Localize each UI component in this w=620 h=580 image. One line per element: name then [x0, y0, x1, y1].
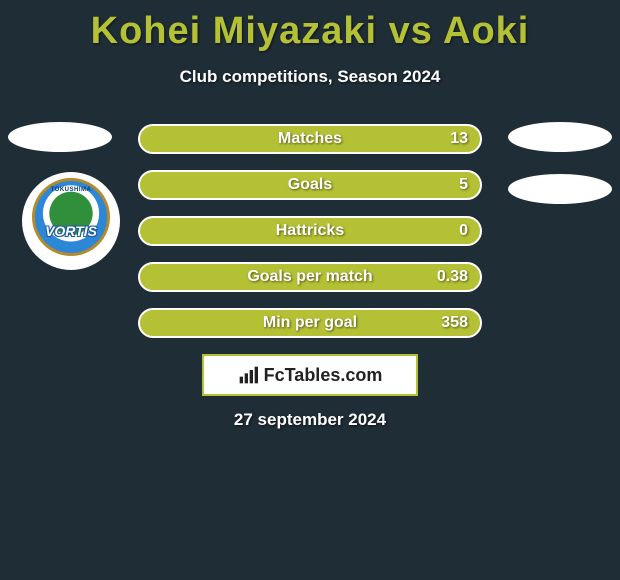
- stat-label: Hattricks: [140, 218, 480, 244]
- stat-label: Goals: [140, 172, 480, 198]
- stat-value: 0: [459, 218, 468, 244]
- stat-row-hattricks: Hattricks 0: [138, 216, 482, 246]
- club-badge-word: VORTIS: [35, 223, 107, 239]
- stat-value: 0.38: [437, 264, 468, 290]
- left-player-avatar: [8, 122, 112, 152]
- stats-bars: Matches 13 Goals 5 Hattricks 0 Goals per…: [138, 124, 482, 354]
- stat-row-min-per-goal: Min per goal 358: [138, 308, 482, 338]
- right-player-avatar: [508, 122, 612, 152]
- stats-card: Kohei Miyazaki vs Aoki Club competitions…: [0, 0, 620, 580]
- stat-label: Matches: [140, 126, 480, 152]
- right-club-badge-placeholder: [508, 174, 612, 204]
- stat-value: 13: [450, 126, 468, 152]
- branding-text: FcTables.com: [264, 365, 383, 386]
- left-club-badge: TOKUSHIMA VORTIS: [22, 172, 120, 270]
- stat-label: Goals per match: [140, 264, 480, 290]
- stat-label: Min per goal: [140, 310, 480, 336]
- stat-value: 358: [441, 310, 468, 336]
- footer-date: 27 september 2024: [0, 410, 620, 430]
- stat-row-goals-per-match: Goals per match 0.38: [138, 262, 482, 292]
- branding-box[interactable]: FcTables.com: [202, 354, 418, 396]
- club-badge-graphic: TOKUSHIMA VORTIS: [32, 178, 110, 256]
- stat-row-matches: Matches 13: [138, 124, 482, 154]
- stat-row-goals: Goals 5: [138, 170, 482, 200]
- page-title: Kohei Miyazaki vs Aoki: [0, 0, 620, 53]
- bar-chart-icon: [238, 365, 258, 385]
- page-subtitle: Club competitions, Season 2024: [0, 67, 620, 87]
- stat-value: 5: [459, 172, 468, 198]
- club-badge-top-text: TOKUSHIMA: [35, 187, 107, 193]
